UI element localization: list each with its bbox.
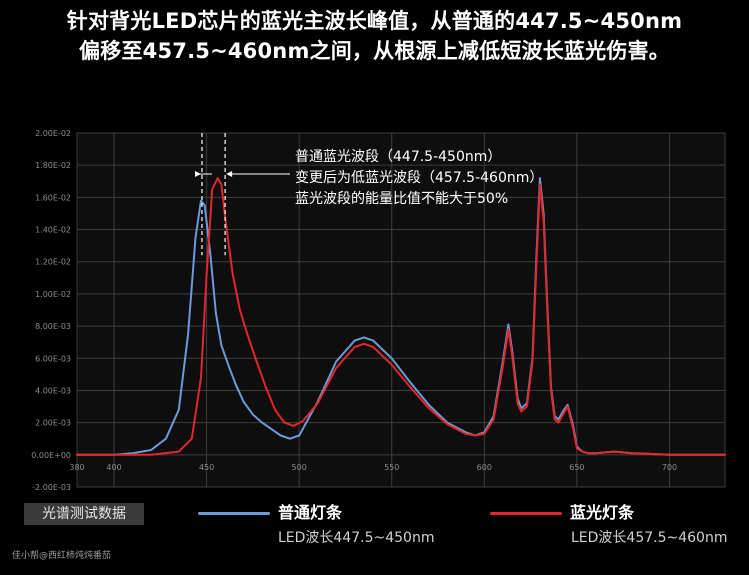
y-tick-label: 6.00E-03 bbox=[35, 354, 71, 363]
y-tick-label: 1.20E-02 bbox=[35, 258, 71, 267]
legend-blue-wavelength: LED波长457.5~460nm bbox=[571, 530, 728, 546]
y-tick-label: 0.00E+00 bbox=[31, 451, 71, 460]
headline-line-1: 针对背光LED芯片的蓝光主波长峰值，从普通的447.5~450nm bbox=[66, 9, 683, 33]
y-tick-label: 2.00E-02 bbox=[35, 129, 71, 138]
headline-line-2: 偏移至457.5~460nm之间，从根源上减低短波长蓝光伤害。 bbox=[79, 39, 670, 63]
annotation-arrowhead-right bbox=[226, 171, 233, 177]
legend-normal-name: 普通灯条 bbox=[278, 503, 343, 522]
x-tick-label: 400 bbox=[106, 463, 121, 472]
x-tick-label: 450 bbox=[199, 463, 214, 472]
y-tick-label: 1.00E-02 bbox=[35, 290, 71, 299]
y-tick-label: 8.00E-03 bbox=[35, 322, 71, 331]
annotation-line-3: 蓝光波段的能量比值不能大于50% bbox=[295, 191, 508, 207]
y-tick-label: 1.40E-02 bbox=[35, 226, 71, 235]
x-tick-label: 380 bbox=[69, 463, 84, 472]
y-tick-label: 2.00E-03 bbox=[35, 419, 71, 428]
legend-normal-swatch bbox=[198, 512, 270, 515]
annotation-arrowhead-left bbox=[194, 171, 201, 177]
x-tick-label: 600 bbox=[477, 463, 492, 472]
legend-blue-name: 蓝光灯条 bbox=[570, 503, 635, 522]
legend-blue-swatch bbox=[490, 512, 562, 515]
y-tick-label: 1.80E-02 bbox=[35, 161, 71, 170]
x-tick-label: 500 bbox=[292, 463, 307, 472]
legend-normal-wavelength: LED波长447.5~450nm bbox=[278, 530, 435, 546]
annotation-line-2: 变更后为低蓝光波段（457.5-460nm） bbox=[295, 170, 543, 186]
series-line-blue bbox=[76, 177, 726, 456]
x-tick-label: 550 bbox=[384, 463, 399, 472]
x-tick-label: 650 bbox=[569, 463, 584, 472]
y-tick-label: -2.00E-03 bbox=[32, 483, 71, 492]
watermark: 佳小帮@西红柿炖炖番茄 bbox=[12, 551, 112, 561]
annotation-line-1: 普通蓝光波段（447.5-450nm） bbox=[295, 149, 501, 165]
spectrum-chart: 2.00E-02 1.80E-02 1.60E-02 1.40E-02 1.20E-02… bbox=[31, 129, 726, 492]
y-tick-label: 1.60E-02 bbox=[35, 193, 71, 202]
x-tick-label: 700 bbox=[662, 463, 677, 472]
spectrum-data-badge: 光谱测试数据 bbox=[24, 503, 144, 525]
y-tick-label: 4.00E-03 bbox=[35, 386, 71, 395]
plot-area bbox=[76, 132, 726, 488]
